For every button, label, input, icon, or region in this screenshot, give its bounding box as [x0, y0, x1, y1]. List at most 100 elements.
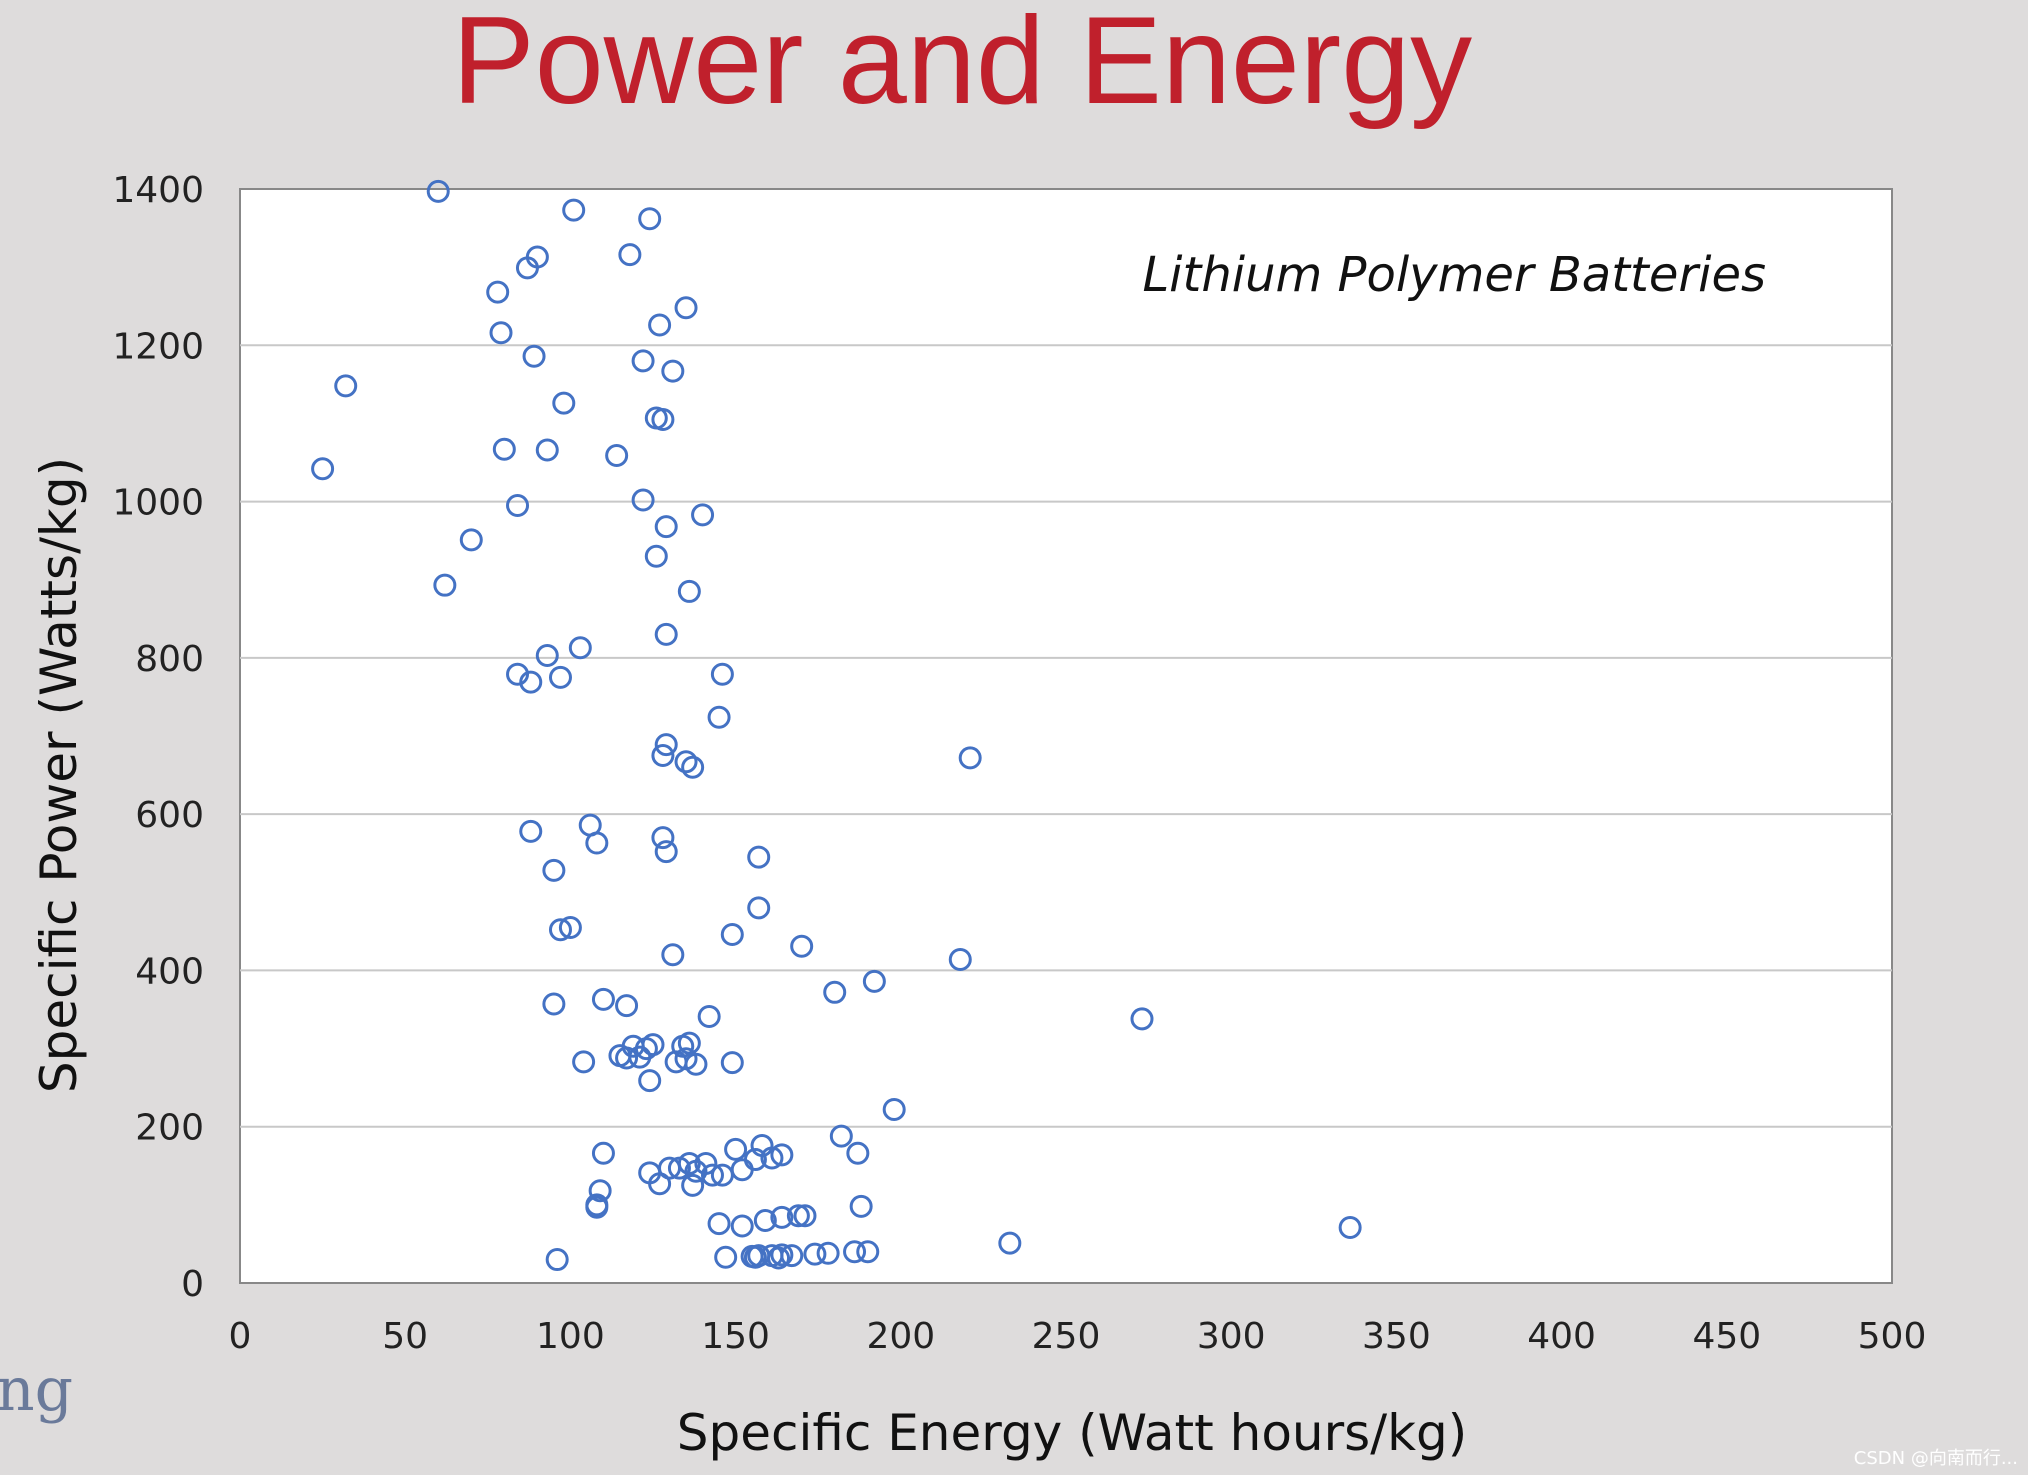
data-point — [459, 528, 483, 552]
y-axis-ticks: 0 200 400 600 800 1000 1200 1400 — [112, 170, 204, 1305]
data-point — [654, 733, 678, 757]
data-point — [548, 665, 572, 689]
data-point — [714, 1245, 738, 1269]
data-point — [770, 1243, 794, 1267]
data-point — [334, 374, 358, 398]
data-point — [585, 831, 609, 855]
data-point — [591, 1141, 615, 1165]
x-tick-label: 300 — [1197, 1316, 1266, 1357]
data-point — [770, 1205, 794, 1229]
gridlines — [240, 344, 1892, 1128]
data-point — [492, 437, 516, 461]
data-point — [1338, 1216, 1362, 1240]
data-point — [641, 1033, 665, 1057]
data-point — [720, 922, 744, 946]
data-point — [720, 1051, 744, 1075]
y-tick-label: 800 — [135, 639, 204, 680]
slide-title: Power and Energy — [452, 0, 1472, 130]
y-tick-label: 1000 — [112, 483, 204, 524]
x-tick-label: 250 — [1032, 1316, 1101, 1357]
data-point — [654, 622, 678, 646]
x-axis-title: Specific Energy (Watt hours/kg) — [677, 1404, 1468, 1462]
data-point — [677, 1031, 701, 1055]
data-point — [585, 1195, 609, 1219]
data-point — [651, 744, 675, 768]
data-point — [648, 313, 672, 337]
data-point — [829, 1124, 853, 1148]
y-tick-label: 600 — [135, 795, 204, 836]
data-point — [615, 994, 639, 1018]
data-point — [489, 321, 513, 345]
data-point — [654, 515, 678, 539]
data-points — [311, 179, 1362, 1272]
data-point — [710, 1163, 734, 1187]
data-point — [542, 858, 566, 882]
data-point — [724, 1137, 748, 1161]
data-point — [856, 1240, 880, 1264]
y-tick-label: 1200 — [112, 326, 204, 367]
y-tick-label: 0 — [181, 1264, 204, 1305]
x-tick-label: 200 — [866, 1316, 935, 1357]
data-point — [426, 179, 450, 203]
data-point — [588, 1179, 612, 1203]
data-point — [767, 1246, 791, 1270]
data-point — [558, 915, 582, 939]
data-point — [958, 746, 982, 770]
data-point — [793, 1204, 817, 1228]
data-point — [535, 438, 559, 462]
data-point — [631, 488, 655, 512]
data-point — [638, 1069, 662, 1093]
data-point — [684, 1052, 708, 1076]
x-tick-label: 100 — [536, 1316, 605, 1357]
data-point — [770, 1143, 794, 1167]
data-point — [753, 1208, 777, 1232]
data-point — [572, 1050, 596, 1074]
y-tick-label: 1400 — [112, 170, 204, 211]
data-point — [790, 934, 814, 958]
data-point — [843, 1240, 867, 1264]
y-axis-title: Specific Power (Watts/kg) — [30, 457, 88, 1093]
x-tick-label: 400 — [1527, 1316, 1596, 1357]
data-point — [654, 840, 678, 864]
y-tick-label: 400 — [135, 951, 204, 992]
data-point — [684, 1159, 708, 1183]
data-point — [651, 408, 675, 432]
x-axis-ticks: 0 50 100 150 200 250 300 350 400 450 500 — [229, 1316, 1927, 1357]
data-point — [691, 503, 715, 527]
data-point — [743, 1245, 767, 1269]
data-point — [433, 573, 457, 597]
x-tick-label: 50 — [382, 1316, 428, 1357]
data-point — [506, 662, 530, 686]
data-point — [677, 579, 701, 603]
data-point — [519, 670, 543, 694]
data-point — [615, 1046, 639, 1070]
x-tick-label: 500 — [1858, 1316, 1927, 1357]
data-point — [618, 243, 642, 267]
data-point — [849, 1194, 873, 1218]
data-point — [681, 755, 705, 779]
data-point — [535, 644, 559, 668]
watermark: CSDN @向南而行... — [1854, 1448, 2018, 1469]
data-point — [780, 1244, 804, 1268]
data-point — [545, 1248, 569, 1272]
data-point — [644, 544, 668, 568]
data-point — [638, 207, 662, 231]
data-point — [522, 344, 546, 368]
x-tick-label: 0 — [229, 1316, 252, 1357]
data-point — [548, 918, 572, 942]
data-point — [562, 198, 586, 222]
data-point — [707, 1212, 731, 1236]
data-point — [519, 819, 543, 843]
data-point — [747, 845, 771, 869]
data-point — [591, 987, 615, 1011]
data-point — [697, 1005, 721, 1029]
data-point — [710, 662, 734, 686]
data-point — [816, 1241, 840, 1265]
data-point — [700, 1163, 724, 1187]
x-tick-label: 450 — [1692, 1316, 1761, 1357]
data-point — [681, 1173, 705, 1197]
y-tick-label: 200 — [135, 1108, 204, 1149]
data-point — [730, 1214, 754, 1238]
